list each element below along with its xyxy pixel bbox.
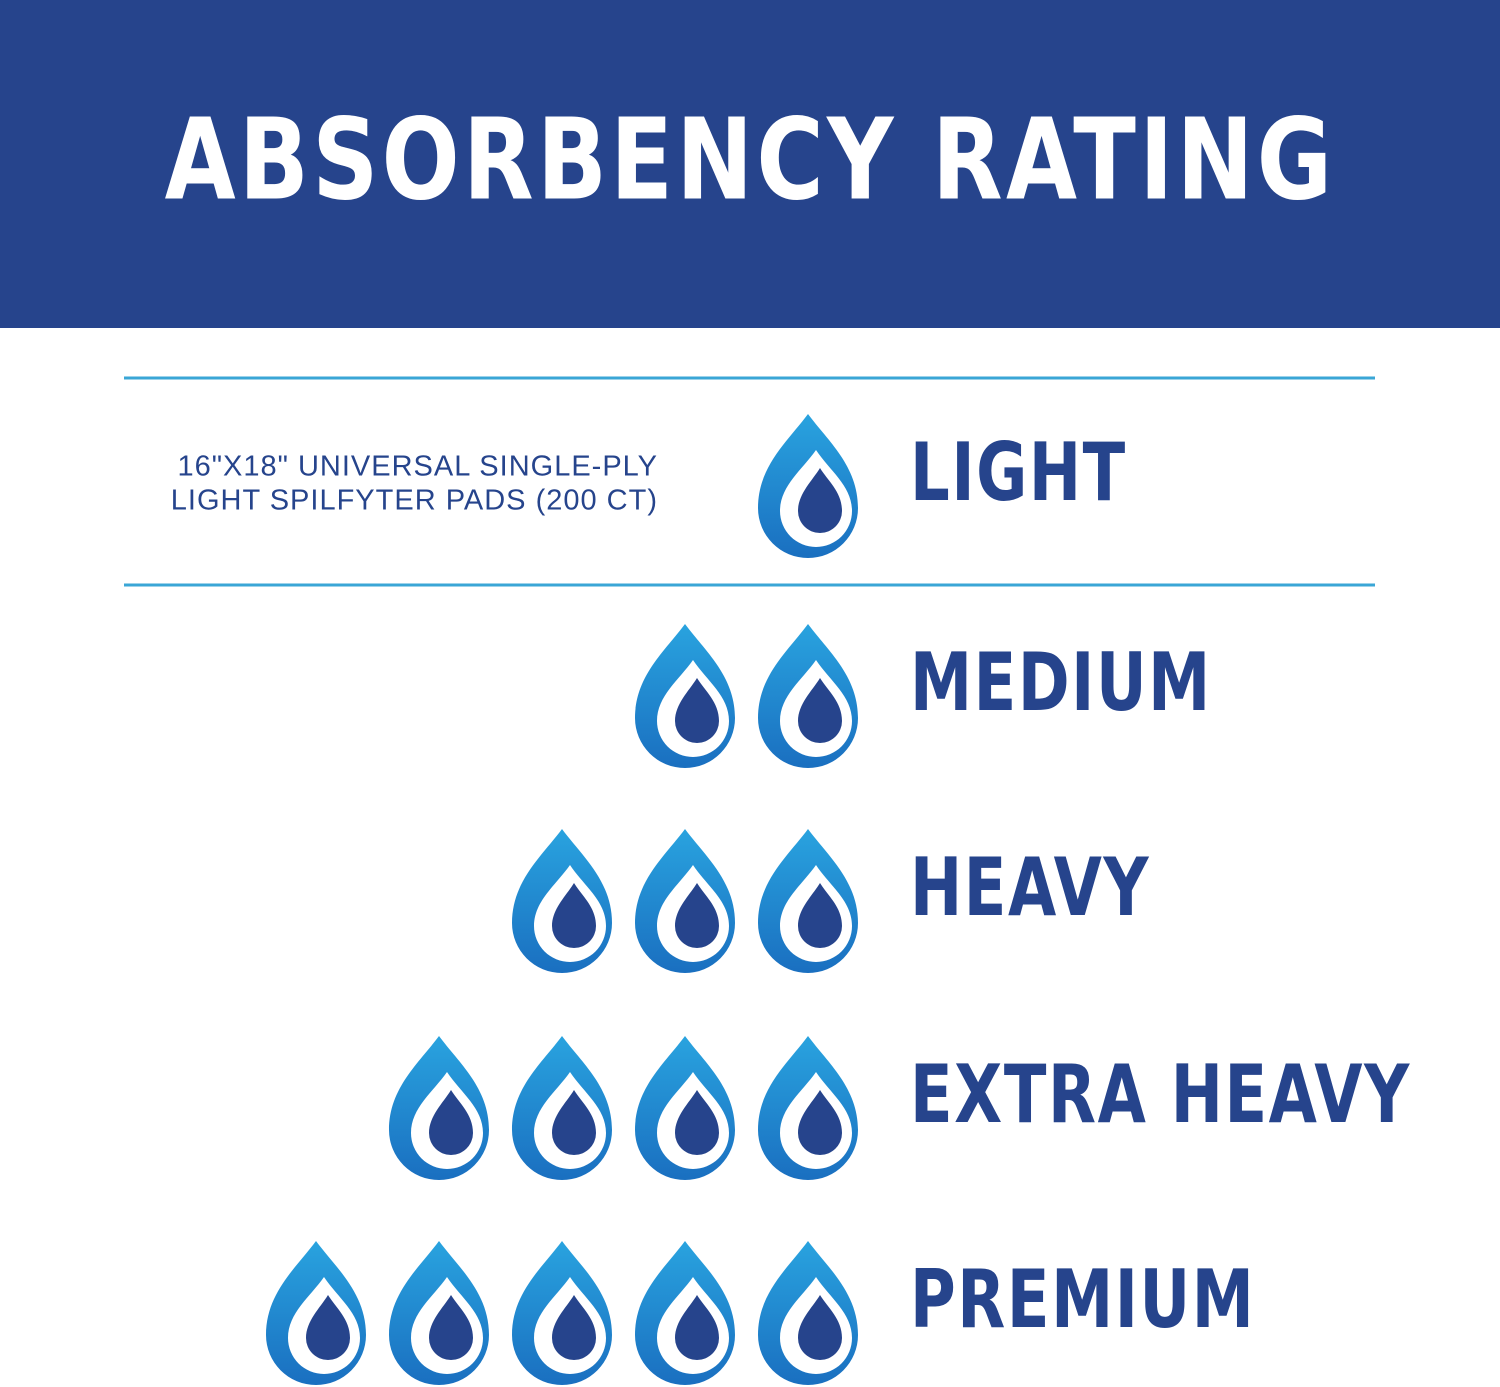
product-description: 16"X18" UNIVERSAL SINGLE-PLY: [177, 451, 658, 483]
drop-icon: [512, 829, 612, 973]
drop-icon: [758, 624, 858, 768]
drop-icon: [635, 1036, 735, 1180]
product-description: LIGHT SPILFYTER PADS (200 CT): [171, 485, 658, 517]
rating-row: MEDIUM: [635, 624, 1212, 768]
rating-label: LIGHT: [910, 425, 1127, 519]
rating-row: PREMIUM: [266, 1241, 1255, 1385]
drop-icon: [635, 829, 735, 973]
drop-icon: [758, 414, 858, 558]
drop-icon: [758, 1036, 858, 1180]
drop-icon: [635, 1241, 735, 1385]
drop-icon: [512, 1036, 612, 1180]
drop-icon: [389, 1036, 489, 1180]
title: ABSORBENCY RATING: [165, 96, 1336, 226]
rating-row: HEAVY: [512, 829, 1150, 973]
rating-label: PREMIUM: [910, 1252, 1255, 1346]
label-group: PREMIUM: [910, 1252, 1255, 1346]
drop-icon: [635, 624, 735, 768]
label-group: LIGHT: [910, 425, 1127, 519]
rating-label: HEAVY: [910, 840, 1150, 934]
drop-icon: [758, 829, 858, 973]
rating-label: MEDIUM: [910, 635, 1212, 729]
label-group: EXTRA HEAVY: [910, 1047, 1411, 1141]
drop-icon: [389, 1241, 489, 1385]
rating-label: EXTRA HEAVY: [910, 1047, 1411, 1141]
label-group: MEDIUM: [910, 635, 1212, 729]
rating-row: EXTRA HEAVY: [389, 1036, 1411, 1180]
drop-icon: [758, 1241, 858, 1385]
header-band: [0, 0, 1500, 328]
drop-icon: [512, 1241, 612, 1385]
label-group: HEAVY: [910, 840, 1150, 934]
drop-icon: [266, 1241, 366, 1385]
